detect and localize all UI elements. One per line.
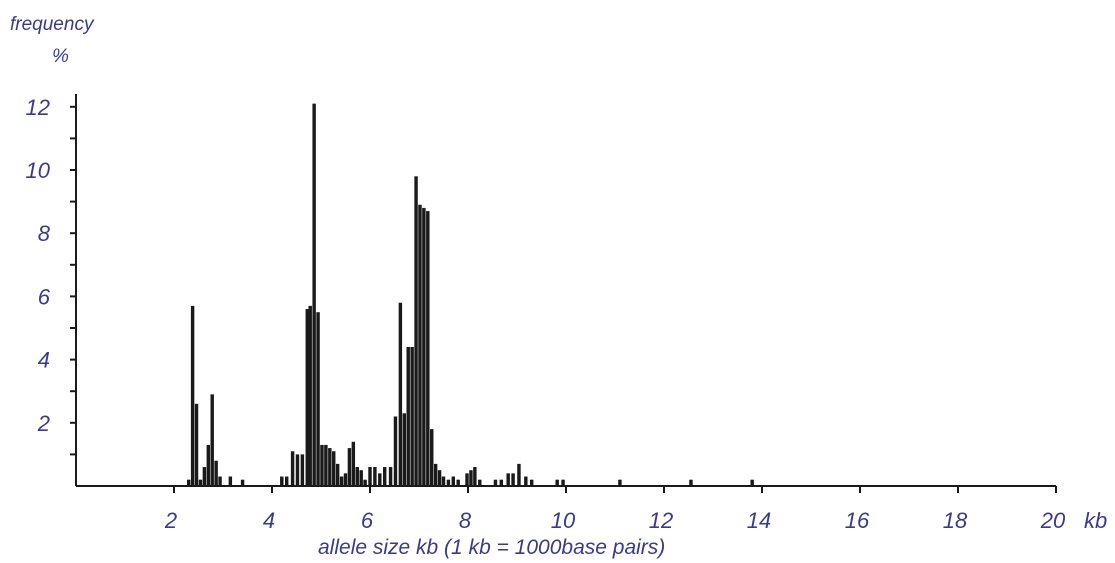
y-axis-unit-label: % xyxy=(52,46,69,67)
x-tick-label: 2 xyxy=(164,508,177,533)
bar xyxy=(359,470,363,486)
bar xyxy=(506,473,510,486)
bar xyxy=(473,467,477,486)
bar xyxy=(320,444,324,486)
bar xyxy=(430,429,434,486)
bar xyxy=(210,394,214,486)
bar xyxy=(308,305,312,486)
y-tick-label: 6 xyxy=(38,284,51,309)
bar xyxy=(194,403,199,486)
bar xyxy=(202,467,207,486)
bar xyxy=(406,346,410,486)
bar xyxy=(368,467,372,486)
x-tick-label: 12 xyxy=(649,508,673,533)
bar xyxy=(312,103,316,486)
bar xyxy=(426,211,430,486)
bar xyxy=(343,473,348,486)
bar xyxy=(339,476,344,486)
bar xyxy=(284,476,289,486)
x-tick-label: 6 xyxy=(361,508,374,533)
bar xyxy=(402,413,407,486)
x-tick-label: 8 xyxy=(459,508,472,533)
y-ticks-group: 2 4 6 8 10 12 xyxy=(26,95,76,456)
bar xyxy=(469,470,473,486)
bar xyxy=(240,479,245,486)
bar xyxy=(499,479,504,486)
bar xyxy=(618,479,622,486)
axes-group xyxy=(75,94,1056,487)
bar xyxy=(511,473,515,486)
bar xyxy=(332,451,336,486)
bar xyxy=(388,467,393,486)
x-axis-unit-label: kb xyxy=(1084,508,1107,533)
bar xyxy=(456,479,460,486)
x-tick-label: 4 xyxy=(263,508,275,533)
bar xyxy=(493,479,498,486)
bar xyxy=(335,463,340,486)
bar xyxy=(355,467,359,486)
bar xyxy=(214,460,218,486)
bar xyxy=(422,207,426,487)
bar xyxy=(418,204,422,486)
bar xyxy=(347,448,352,486)
x-tick-label: 14 xyxy=(747,508,771,533)
bar xyxy=(478,479,482,486)
bars-group xyxy=(186,103,754,487)
bar xyxy=(228,476,233,486)
x-tick-label: 18 xyxy=(943,508,968,533)
bar xyxy=(218,476,222,486)
bar xyxy=(290,451,295,486)
bar xyxy=(351,441,356,486)
y-tick-label: 10 xyxy=(26,158,51,183)
x-tick-label: 20 xyxy=(1040,508,1066,533)
bar xyxy=(529,479,534,486)
bar xyxy=(561,479,565,486)
y-tick-label: 8 xyxy=(38,221,51,246)
bar xyxy=(305,309,309,486)
bar xyxy=(555,479,559,486)
x-ticks-group: 2 4 6 8 10 12 14 16 18 20 kb xyxy=(164,486,1107,533)
bar xyxy=(414,176,418,486)
bar xyxy=(316,312,320,486)
bar xyxy=(437,470,442,486)
y-axis-label: frequency xyxy=(10,14,94,35)
bar xyxy=(524,476,528,486)
bar xyxy=(750,479,754,486)
bar xyxy=(206,444,211,486)
bar xyxy=(465,473,469,486)
y-tick-label: 2 xyxy=(37,411,50,436)
bar xyxy=(433,463,438,486)
bar xyxy=(451,476,456,486)
bar xyxy=(186,479,191,486)
bar xyxy=(410,346,414,486)
bar xyxy=(398,302,403,486)
y-tick-label: 12 xyxy=(26,95,50,120)
bar xyxy=(689,479,693,486)
bar xyxy=(373,467,377,486)
bar xyxy=(300,454,305,486)
y-tick-label: 4 xyxy=(38,348,50,373)
bar xyxy=(382,467,387,486)
bar xyxy=(378,473,382,486)
bar xyxy=(295,454,300,486)
bar xyxy=(324,444,328,486)
bar xyxy=(446,479,451,486)
x-axis-label: allele size kb (1 kb = 1000base pairs) xyxy=(318,536,666,559)
bar xyxy=(198,479,203,486)
bar xyxy=(517,463,521,486)
x-tick-label: 16 xyxy=(845,508,870,533)
bar xyxy=(363,479,367,486)
bar xyxy=(280,476,284,486)
x-tick-label: 10 xyxy=(551,508,576,533)
bar xyxy=(393,416,398,486)
bar xyxy=(441,476,446,486)
bar xyxy=(190,305,195,486)
bar xyxy=(328,448,332,486)
